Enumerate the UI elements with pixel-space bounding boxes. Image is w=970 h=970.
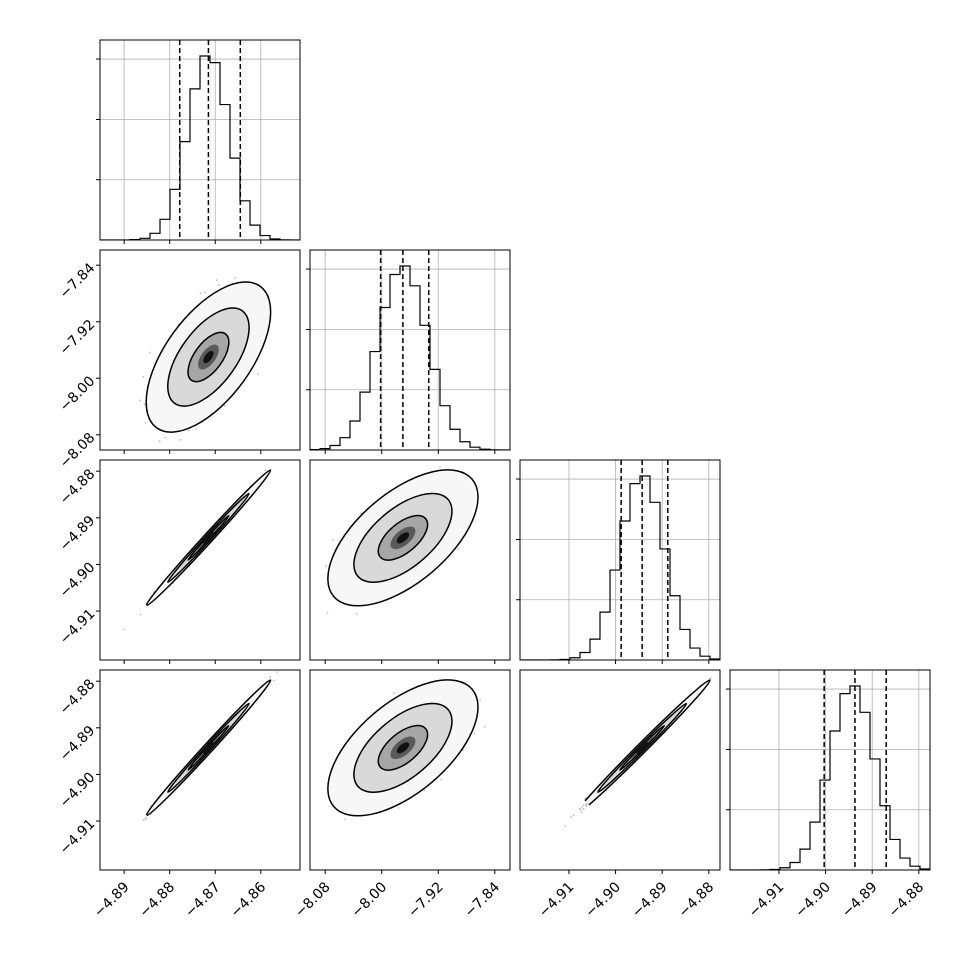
scatter-point	[195, 428, 198, 431]
panel-3-0: −4.91−4.90−4.89−4.88−4.89 −4.88 −4.87 −4.86	[57, 669, 301, 921]
y-tick-label: −4.91	[57, 606, 99, 648]
panel-2-2	[516, 459, 721, 664]
scatter-point	[149, 351, 152, 354]
scatter-point	[234, 277, 236, 279]
scatter-point	[218, 284, 220, 286]
scatter-point	[204, 291, 206, 294]
panel-frame	[99, 39, 301, 241]
y-tick-label: −7.92	[57, 317, 99, 359]
y-tick-label: −4.89	[57, 513, 99, 555]
panel-0-0	[96, 39, 301, 244]
scatter-point	[224, 404, 226, 407]
y-tick-label: −8.08	[57, 430, 99, 472]
scatter-point	[264, 469, 267, 472]
scatter-point	[256, 372, 259, 375]
scatter-point	[215, 279, 218, 282]
scatter-point	[199, 292, 202, 295]
panel-frame	[99, 459, 301, 661]
panel-2-0: −4.91 −4.90−4.89 −4.88	[57, 459, 301, 664]
scatter-point	[326, 611, 329, 614]
y-tick-label: −7.84	[57, 260, 99, 302]
panel-1-1	[306, 249, 511, 454]
scatter-point	[269, 676, 271, 678]
y-tick-label: −8.00	[57, 373, 99, 415]
scatter-point	[439, 465, 441, 468]
y-tick-label: −4.90	[57, 559, 99, 601]
scatter-point	[331, 538, 334, 541]
scatter-point	[122, 628, 125, 631]
scatter-point	[187, 429, 190, 432]
scatter-point	[164, 436, 166, 439]
scatter-point	[457, 548, 460, 550]
scatter-point	[143, 403, 146, 406]
scatter-point	[142, 375, 145, 378]
scatter-point	[179, 439, 182, 441]
scatter-point	[144, 818, 147, 821]
scatter-point	[142, 818, 145, 821]
histogram-0	[100, 55, 300, 240]
scatter-point	[139, 613, 142, 616]
panel-2-1	[309, 459, 511, 664]
histogram-1	[310, 265, 510, 450]
scatter-point	[325, 565, 328, 568]
histogram-2	[520, 475, 720, 660]
panel-1-0: −8.08 −8.00 −7.92 −7.84	[57, 249, 301, 472]
y-tick-label: −4.88	[57, 466, 99, 508]
scatter-point	[144, 421, 147, 424]
scatter-point	[158, 440, 161, 443]
scatter-point	[355, 613, 358, 615]
scatter-point	[139, 399, 141, 402]
